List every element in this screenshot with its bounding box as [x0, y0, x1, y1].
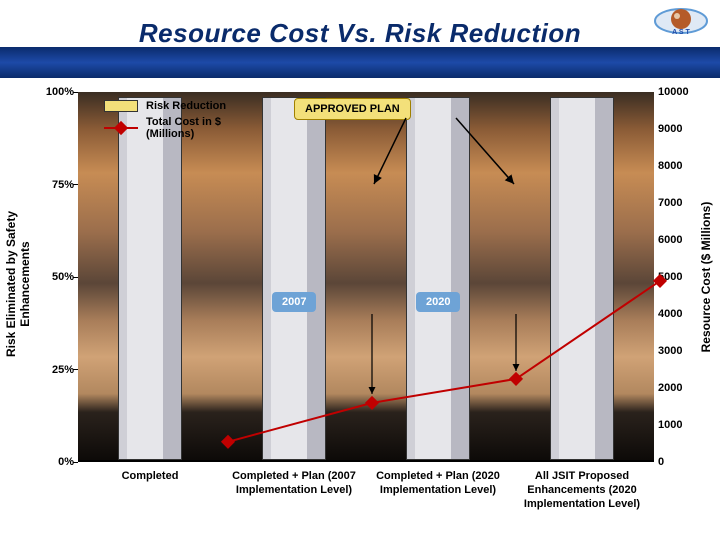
page-title: Resource Cost Vs. Risk Reduction — [0, 18, 720, 49]
yr-10: 10000 — [658, 86, 702, 98]
yr-2: 2000 — [658, 382, 702, 394]
anno-approved-plan: APPROVED PLAN — [294, 98, 411, 120]
yl-100: 100% — [34, 86, 74, 98]
yl-0: 0% — [34, 456, 74, 468]
yr-4: 4000 — [658, 308, 702, 320]
legend-label-cost: Total Cost in $ (Millions) — [146, 116, 256, 140]
legend: Risk Reduction Total Cost in $ (Millions… — [104, 100, 256, 144]
xcat-0: Completed — [84, 470, 216, 484]
yr-7: 7000 — [658, 197, 702, 209]
bar-plan-2020 — [406, 97, 470, 460]
chart: Risk Eliminated by Safety Enhancements R… — [0, 90, 720, 540]
yl-75: 75% — [34, 179, 74, 191]
bar-plan-2007 — [262, 97, 326, 460]
anno-2020: 2020 — [416, 292, 460, 312]
yr-8: 8000 — [658, 160, 702, 172]
legend-label-risk: Risk Reduction — [146, 100, 226, 112]
yr-9: 9000 — [658, 123, 702, 135]
yr-3: 3000 — [658, 345, 702, 357]
legend-swatch-risk — [104, 100, 138, 112]
yl-25: 25% — [34, 364, 74, 376]
left-axis-title: Risk Eliminated by Safety Enhancements — [4, 174, 32, 394]
cast-logo-icon: A S T — [654, 4, 708, 38]
xcat-3: All JSIT Proposed Enhancements (2020 Imp… — [516, 470, 648, 511]
yr-0: 0 — [658, 456, 702, 468]
yr-1: 1000 — [658, 419, 702, 431]
anno-2007: 2007 — [272, 292, 316, 312]
xcat-1: Completed + Plan (2007 Implementation Le… — [228, 470, 360, 498]
yr-6: 6000 — [658, 234, 702, 246]
yr-5: 5000 — [658, 271, 702, 283]
plot-area: Risk Reduction Total Cost in $ (Millions… — [78, 92, 654, 462]
header-band: Resource Cost Vs. Risk Reduction A S T — [0, 0, 720, 78]
xcat-2: Completed + Plan (2020 Implementation Le… — [372, 470, 504, 498]
legend-swatch-cost — [104, 122, 138, 134]
svg-text:A S T: A S T — [672, 29, 690, 36]
bar-all-jsit — [550, 97, 614, 460]
bar-completed — [118, 97, 182, 460]
yl-50: 50% — [34, 271, 74, 283]
